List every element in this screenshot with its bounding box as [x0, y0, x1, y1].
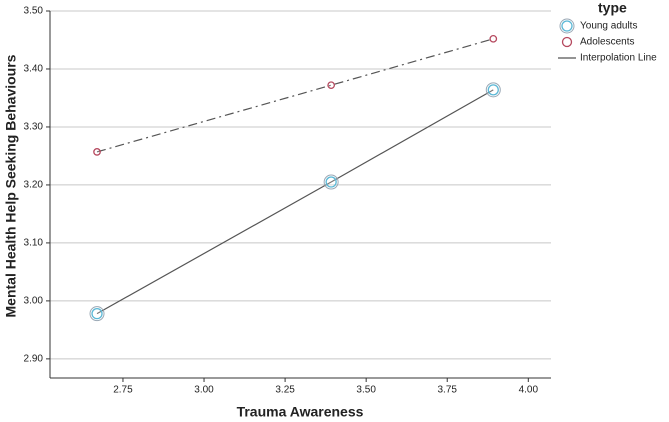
- y-tick-label: 3.20: [24, 180, 44, 191]
- legend-marker: [561, 20, 573, 32]
- x-tick-label: 3.75: [437, 385, 457, 396]
- legend-marker: [561, 36, 573, 48]
- series-line: [96, 38, 494, 153]
- legend-label: Young adults: [580, 21, 637, 32]
- legend-label: Adolescents: [580, 37, 634, 48]
- y-tick-label: 3.30: [24, 122, 44, 133]
- y-axis-label: Mental Health Help Seeking Behaviours: [3, 54, 19, 317]
- y-tick-label: 3.50: [24, 6, 44, 17]
- legend-ring: [559, 18, 575, 34]
- y-tick-label: 3.10: [24, 238, 44, 249]
- marker: [93, 148, 101, 156]
- y-tick-label: 3.40: [24, 64, 44, 75]
- marker: [91, 307, 103, 320]
- x-tick-label: 4.00: [519, 385, 539, 396]
- marker: [487, 84, 499, 96]
- marker: [325, 176, 337, 188]
- x-tick-label: 2.75: [113, 385, 133, 396]
- legend-title: type: [598, 0, 627, 16]
- legend-label: Interpolation Line: [580, 53, 657, 64]
- marker: [327, 81, 335, 90]
- y-tick-label: 3.00: [24, 296, 44, 307]
- x-tick-label: 3.50: [356, 385, 376, 396]
- marker-ring: [485, 82, 501, 98]
- y-tick-label: 2.90: [24, 354, 44, 365]
- x-tick-label: 3.25: [275, 385, 295, 396]
- x-axis-label: Trauma Awareness: [237, 404, 364, 420]
- marker-ring: [89, 306, 105, 322]
- marker-ring: [323, 174, 339, 190]
- series-line: [96, 89, 494, 315]
- x-tick-label: 3.00: [194, 385, 214, 396]
- marker: [489, 34, 498, 43]
